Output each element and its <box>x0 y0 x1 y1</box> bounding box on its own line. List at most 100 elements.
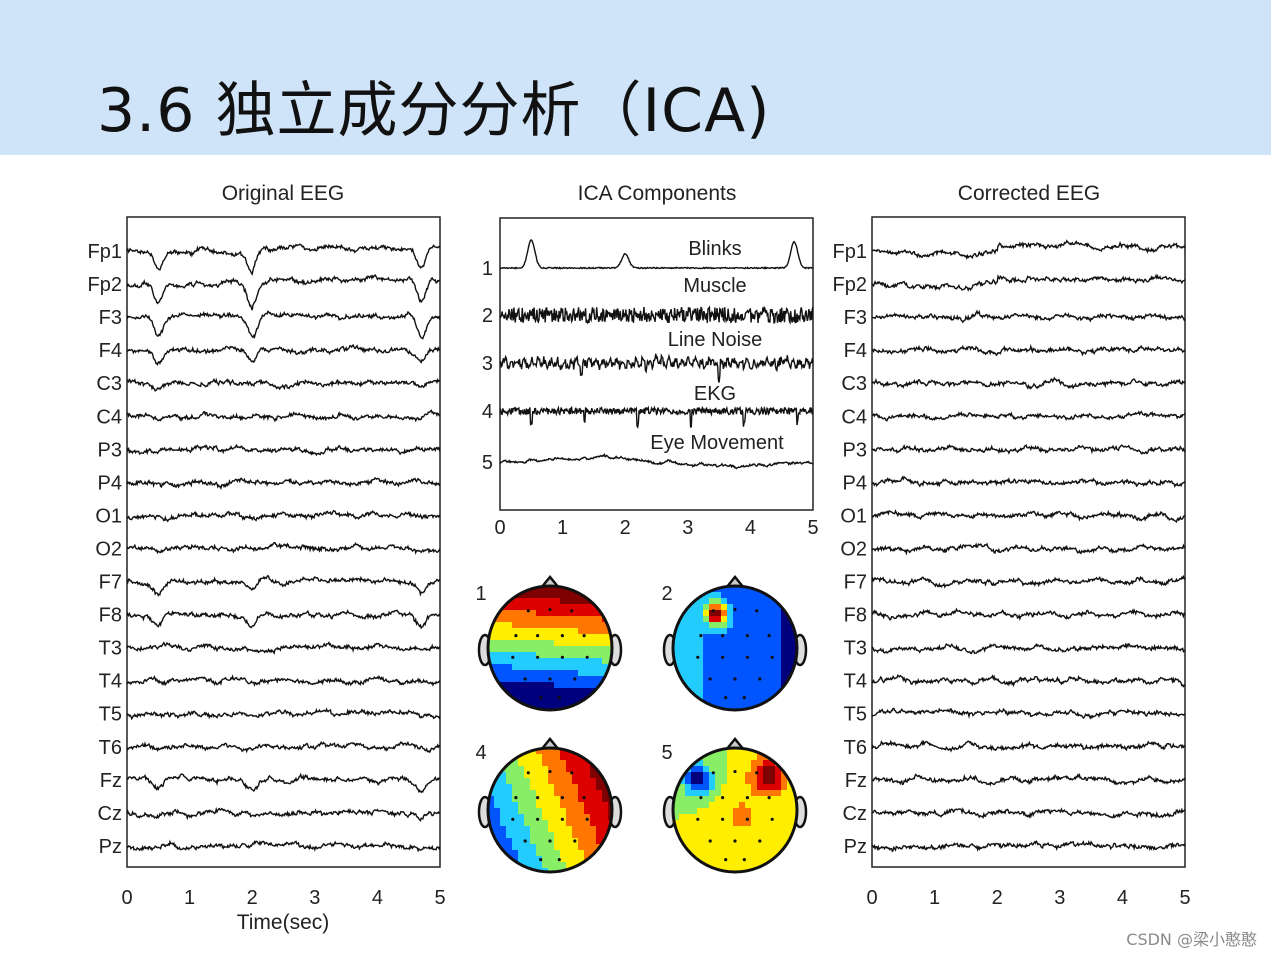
scalp-map-cell <box>554 838 561 845</box>
corrected-channel-label: Pz <box>844 836 867 858</box>
scalp-map-cell <box>608 700 612 707</box>
scalp-map-cell <box>608 814 612 821</box>
scalp-map-cell <box>769 646 776 653</box>
scalp-map-cell <box>739 784 746 791</box>
scalp-map-cell <box>733 670 740 677</box>
scalp-map-cell <box>733 688 740 695</box>
scalp-map-cell <box>584 658 591 665</box>
scalp-map-cell <box>578 634 585 641</box>
scalp-map-cell <box>769 850 776 857</box>
electrode-dot <box>708 677 712 681</box>
scalp-map-cell <box>518 838 525 845</box>
scalp-map-cell <box>757 658 764 665</box>
scalp-map-cell <box>715 694 722 701</box>
scalp-map-cell <box>751 598 758 605</box>
scalp-map-cell <box>518 634 525 641</box>
scalp-map-cell <box>542 760 549 767</box>
scalp-map-cell <box>554 604 561 611</box>
scalp-map-cell <box>787 628 794 635</box>
scalp-map-cell <box>715 802 722 809</box>
scalp-map-cell <box>578 766 585 773</box>
scalp-map-cell <box>751 688 758 695</box>
scalp-map-cell <box>578 826 585 833</box>
scalp-map-cell <box>566 646 573 653</box>
scalp-map-cell <box>781 658 788 665</box>
scalp-map-cell <box>578 802 585 809</box>
scalp-map-cell <box>578 814 585 821</box>
scalp-map-cell <box>757 802 764 809</box>
scalp-map-cell <box>548 832 555 839</box>
scalp-map-cell <box>530 628 537 635</box>
scalp-map-cell <box>685 616 692 623</box>
scalp-map-cell <box>506 826 513 833</box>
scalp-map-cell <box>727 772 734 779</box>
scalp-map-cell <box>542 868 549 872</box>
scalp-map-cell <box>560 628 567 635</box>
scalp-map-cell <box>703 784 710 791</box>
scalp-map-cell <box>679 796 686 803</box>
scalp-map-cell <box>793 616 797 623</box>
scalp-map-cell <box>727 856 734 863</box>
scalp-map-cell <box>685 868 692 872</box>
scalp-map-cell <box>608 850 612 857</box>
scalp-map-cell <box>560 814 567 821</box>
scalp-map-cell <box>715 784 722 791</box>
original-trace-c3 <box>126 377 441 392</box>
corrected-trace-f8 <box>871 607 1186 621</box>
scalp-map-cell <box>697 814 704 821</box>
scalp-map-cell <box>673 682 680 689</box>
scalp-map-cell <box>530 850 537 857</box>
scalp-map-cell <box>727 862 734 869</box>
scalp-map-cell <box>536 610 543 617</box>
scalp-map-cell <box>703 790 710 797</box>
scalp-map-cell <box>602 868 609 872</box>
scalp-map-cell <box>602 814 609 821</box>
scalp-map-cell <box>536 628 543 635</box>
scalp-map-cell <box>518 772 525 779</box>
scalp-map-cell <box>572 610 579 617</box>
scalp-map-cell <box>536 622 543 629</box>
scalp-map-cell <box>763 796 770 803</box>
scalp-map-cell <box>781 808 788 815</box>
scalp-map-cell <box>506 670 513 677</box>
scalp-map-cell <box>524 760 531 767</box>
scalp-map-cell <box>548 790 555 797</box>
scalp-map-cell <box>763 844 770 851</box>
scalp-map-cell <box>494 622 501 629</box>
scalp-map-cell <box>554 850 561 857</box>
scalp-map-cell <box>727 790 734 797</box>
scalp-map-cell <box>542 766 549 773</box>
scalp-map-cell <box>727 808 734 815</box>
scalp-map-cell <box>488 868 495 872</box>
corrected-channel-label: F8 <box>844 605 867 627</box>
scalp-map-cell <box>721 598 728 605</box>
scalp-map-cell <box>596 700 603 707</box>
scalp-map-cell <box>560 790 567 797</box>
scalp-map-cell <box>793 676 797 683</box>
scalp-map-cell <box>494 790 501 797</box>
scalp-map-cell <box>715 664 722 671</box>
scalp-map-cell <box>554 796 561 803</box>
ica-x-tick-label: 0 <box>494 517 505 539</box>
scalp-map-cell <box>500 682 507 689</box>
scalp-map-cell <box>560 760 567 767</box>
scalp-map-cell <box>751 628 758 635</box>
scalp-map-cell <box>506 802 513 809</box>
scalp-map-cell <box>721 850 728 857</box>
scalp-map-cell <box>733 784 740 791</box>
scalp-map-cell <box>715 658 722 665</box>
scalp-map-cell <box>733 814 740 821</box>
head-outline <box>671 584 799 712</box>
scalp-map-cell <box>745 748 752 755</box>
original-channel-label: Cz <box>98 803 122 825</box>
scalp-map-cell <box>751 604 758 611</box>
scalp-map-cell <box>578 628 585 635</box>
scalp-map-cell <box>679 784 686 791</box>
scalp-map-cell <box>673 652 680 659</box>
scalp-map-cell <box>494 796 501 803</box>
scalp-map-cell <box>787 664 794 671</box>
scalp-map-cell <box>554 682 561 689</box>
scalp-map-cell <box>566 850 573 857</box>
corrected-channel-label: T5 <box>844 704 867 726</box>
scalp-map-cell <box>733 592 740 599</box>
